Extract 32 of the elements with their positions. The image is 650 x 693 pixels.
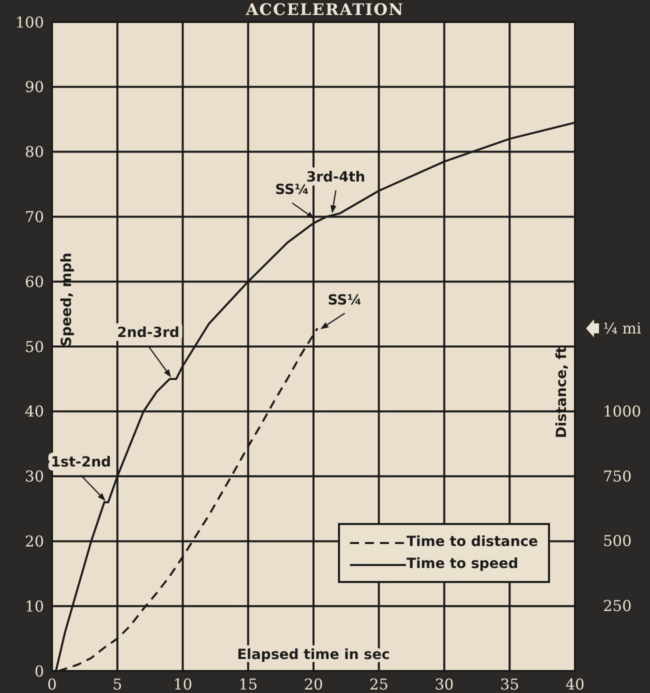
y-tick-label: 60	[24, 272, 44, 291]
annotation: SS¼	[275, 182, 310, 198]
y-tick-label: 50	[24, 338, 44, 356]
chart-title: ACCELERATION	[246, 0, 404, 19]
y-tick-label: 10	[24, 597, 44, 616]
y-tick-label: 20	[24, 532, 44, 551]
annotation: SS¼	[328, 292, 362, 308]
y2-tick-label: 250	[603, 597, 632, 616]
y2-axis-title: Distance, ft	[554, 346, 570, 438]
y-tick-label: 70	[24, 208, 44, 226]
legend-label: Time to distance	[406, 534, 538, 550]
x-tick-label: 30	[434, 676, 454, 693]
x-tick-label: 40	[565, 676, 585, 693]
x-tick-label: 15	[238, 676, 258, 693]
legend-label: Time to speed	[406, 556, 518, 572]
y-tick-label: 0	[34, 662, 44, 680]
y-tick-label: 80	[24, 143, 44, 162]
y2-tick-label: ¼ mi	[603, 319, 642, 338]
x-tick-label: 0	[47, 676, 57, 693]
y-tick-label: 30	[24, 468, 44, 486]
x-tick-label: 20	[304, 676, 324, 693]
y-tick-label: 100	[15, 13, 44, 32]
y2-tick-label: 750	[603, 467, 632, 486]
y2-tick-label: 500	[603, 532, 632, 550]
y-tick-label: 90	[24, 78, 44, 96]
x-tick-label: 10	[173, 676, 192, 693]
y-axis-title: Speed, mph	[58, 252, 75, 346]
y-tick-label: 40	[24, 402, 44, 421]
x-tick-label: 25	[369, 676, 388, 693]
x-tick-label: 5	[112, 676, 122, 693]
y2-tick-label: 1000	[603, 402, 642, 420]
x-tick-label: 35	[500, 676, 520, 693]
